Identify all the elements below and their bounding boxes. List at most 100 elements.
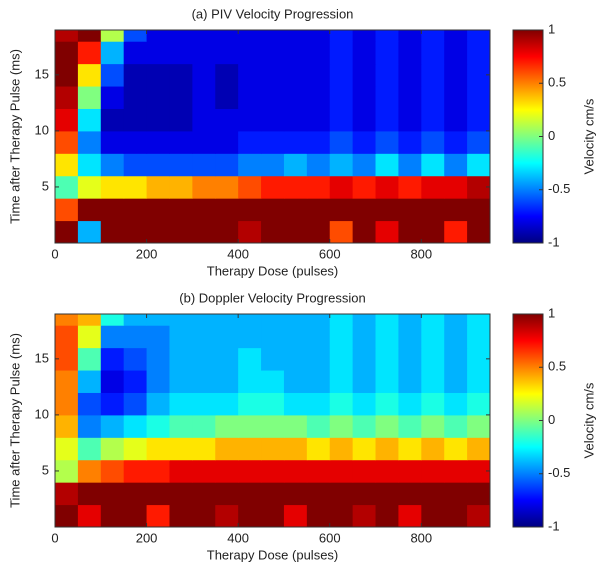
heatmap-cell [123,41,148,65]
heatmap-cell [352,220,377,243]
heatmap-cell [467,392,490,416]
heatmap-cell [352,63,377,87]
heatmap-cell [77,86,102,109]
heatmap-cell [306,459,331,483]
heatmap-cell [375,314,399,326]
heatmap-cell [146,325,170,349]
heatmap-cell [398,482,422,506]
heatmap-cell [55,198,79,222]
heatmap-cell [421,370,445,393]
heatmap-cell [100,86,125,109]
heatmap-cell [306,504,331,527]
heatmap-cell [398,414,422,438]
heatmap-cell [146,314,170,326]
heatmap-cell [283,63,308,87]
heatmap-cell [215,63,239,87]
heatmap-cell [444,41,468,65]
heatmap-cell [283,414,308,438]
heatmap-cell [261,30,285,42]
heatmap-cell [146,459,170,483]
heatmap-cell [100,459,125,483]
colorbar-tick-label: -0.5 [548,181,570,196]
heatmap-cell [375,504,399,527]
heatmap-cell [77,347,102,371]
heatmap-cell [444,370,468,393]
heatmap-cell [169,175,193,199]
heatmap-cell [398,175,422,199]
heatmap-cell [238,437,262,461]
heatmap-cell [100,41,125,65]
heatmap-cell [100,108,125,132]
heatmap-cell [375,220,399,243]
heatmap-cell [352,314,377,326]
y-tick-label: 15 [35,350,49,365]
heatmap-cell [100,482,125,506]
x-tick-label: 400 [227,530,249,545]
colorbar [512,29,544,244]
x-tick-label: 800 [410,530,432,545]
heatmap-cell [421,41,445,65]
heatmap-cell [192,63,216,87]
heatmap-cell [306,392,331,416]
heatmap-cell [146,86,170,109]
heatmap-cell [146,153,170,177]
heatmap-cell [467,414,490,438]
heatmap-cell [169,459,193,483]
heatmap-cell [283,41,308,65]
heatmap-cell [123,175,148,199]
colorbar-tick-label: 1 [548,305,555,320]
heatmap-cell [261,370,285,393]
colorbar-tick-label: -1 [548,234,560,249]
heatmap-cell [77,220,102,243]
heatmap-cell [55,414,79,438]
heatmap-cell [169,198,193,222]
heatmap-cell [375,130,399,154]
heatmap-cell [77,482,102,506]
heatmap-cell [192,392,216,416]
heatmap-cell [192,30,216,42]
x-axis-label: Therapy Dose (pulses) [207,547,339,562]
heatmap-cell [329,314,354,326]
heatmap-cell [398,153,422,177]
colorbar-tick-label: 0.5 [548,359,566,374]
heatmap-cell [261,325,285,349]
heatmap-cell [77,41,102,65]
heatmap-cell [123,414,148,438]
heatmap-cell [329,482,354,506]
heatmap-cell [77,414,102,438]
heatmap-cell [375,370,399,393]
heatmap-cell [444,175,468,199]
heatmap-cell [261,108,285,132]
heatmap-cell [375,437,399,461]
heatmap-cell [261,504,285,527]
heatmap-cell [77,30,102,42]
heatmap-cell [238,414,262,438]
colorbar-tick-label: -1 [548,518,560,533]
heatmap-cell [215,347,239,371]
heatmap-cell [306,370,331,393]
heatmap-cell [306,414,331,438]
heatmap-cell [398,314,422,326]
colorbar-tick-label: -0.5 [548,465,570,480]
heatmap-cell [283,130,308,154]
heatmap-cell [123,198,148,222]
colorbar-tick-label: 0 [548,412,555,427]
heatmap-cell [283,30,308,42]
heatmap-cell [261,482,285,506]
heatmap-cell [238,108,262,132]
heatmap-cell [375,347,399,371]
heatmap-cell [375,459,399,483]
heatmap-cell [100,370,125,393]
heatmap-cell [444,108,468,132]
heatmap-cell [329,86,354,109]
heatmap-cell [444,30,468,42]
heatmap-cell [444,314,468,326]
heatmap-cell [261,86,285,109]
heatmap-cell [55,130,79,154]
heatmap-cell [192,504,216,527]
heatmap-cell [146,41,170,65]
heatmap-cell [467,314,490,326]
heatmap-cell [306,86,331,109]
heatmap-cell [283,459,308,483]
heatmap-cell [55,314,79,326]
